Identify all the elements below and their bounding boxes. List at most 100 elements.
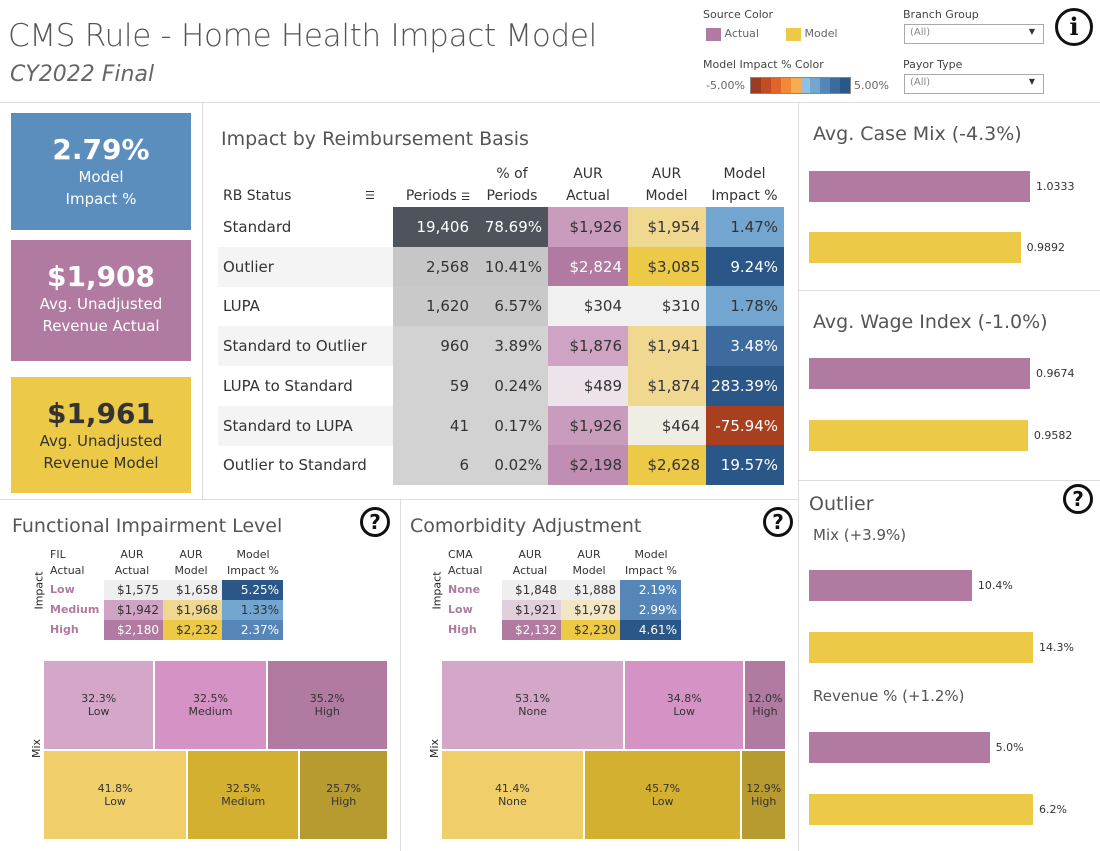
model-bar[interactable]: [809, 794, 1033, 825]
col-aur-model[interactable]: AUR Model: [628, 163, 705, 207]
value-cell: $2,180: [104, 620, 163, 640]
value-cell: 2.19%: [620, 580, 681, 600]
treemap-pct: 53.1%: [515, 692, 551, 705]
impact-cell: 9.24%: [706, 246, 784, 287]
aur_model-cell: $2,628: [628, 445, 706, 486]
aur_actual-cell: $304: [548, 286, 628, 327]
kpi-card: $1,961 Avg. Unadjusted Revenue Model: [11, 377, 191, 493]
sort-icon[interactable]: ☰: [365, 189, 375, 202]
payor-type-dropdown[interactable]: (All) ▼: [904, 74, 1044, 94]
treemap-name: High: [314, 705, 340, 718]
help-icon[interactable]: ?: [763, 507, 793, 537]
impact-cell: 283.39%: [706, 365, 784, 406]
col-label: Periods: [405, 188, 457, 204]
col-label: Model: [572, 564, 606, 577]
col-label: Impact %: [625, 564, 677, 577]
model-bar[interactable]: [809, 632, 1033, 663]
aur_model-cell: $1,874: [628, 365, 706, 406]
kpi-label: Model: [78, 168, 124, 186]
treemap-pct: 41.8%: [97, 782, 133, 795]
col-label: Actual: [512, 564, 548, 577]
treemap-name: Medium: [188, 705, 233, 718]
outlier-title: Outlier: [809, 493, 874, 515]
scale-step: [840, 78, 851, 93]
aur_model-cell: $1,941: [628, 326, 706, 367]
pct-cell: 10.41%: [475, 246, 548, 287]
legend-actual[interactable]: Actual: [706, 27, 759, 41]
actual-bar[interactable]: [809, 570, 972, 601]
treemap-cell[interactable]: 32.5% Medium: [154, 660, 267, 750]
impact-cell: 1.47%: [706, 207, 784, 247]
aur_actual-cell: $489: [548, 365, 628, 406]
rb-status-cell: LUPA: [223, 297, 260, 316]
impact-color-label: Model Impact % Color: [703, 58, 824, 71]
col-label: Model: [236, 548, 270, 561]
treemap-name: High: [752, 705, 778, 718]
divider: [400, 499, 401, 851]
value-cell: 4.61%: [620, 620, 681, 640]
info-icon[interactable]: i: [1055, 8, 1093, 46]
col-rb-status[interactable]: RB Status ☰: [223, 185, 375, 207]
periods-cell: 2,568: [393, 246, 475, 287]
treemap-cell[interactable]: 32.5% Medium: [187, 750, 300, 840]
treemap-cell[interactable]: 41.8% Low: [43, 750, 188, 840]
col-aur-actual[interactable]: AUR Actual: [549, 163, 627, 207]
payor-type-value: (All): [910, 77, 931, 88]
periods-cell: 6: [393, 445, 475, 486]
col-periods[interactable]: Periods ☰: [393, 185, 483, 209]
actual-bar[interactable]: [809, 732, 990, 763]
col-label: CMA: [448, 548, 473, 561]
treemap-cell[interactable]: 25.7% High: [299, 750, 388, 840]
help-icon[interactable]: ?: [360, 507, 390, 537]
value-cell: $2,232: [163, 620, 222, 640]
model-bar[interactable]: [809, 232, 1021, 263]
value-cell: $1,942: [104, 600, 163, 620]
col-pct-periods[interactable]: % of Periods: [476, 163, 548, 207]
help-icon[interactable]: ?: [1063, 484, 1093, 514]
treemap-cell[interactable]: 41.4% None: [441, 750, 584, 840]
actual-bar[interactable]: [809, 358, 1030, 389]
rb-status-cell: Standard: [223, 218, 292, 236]
pct-cell: 6.57%: [475, 286, 548, 327]
scale-step: [810, 78, 821, 93]
value-cell: $2,132: [502, 620, 561, 640]
periods-cell: 960: [393, 326, 475, 367]
col-header: AUR Model: [561, 547, 617, 579]
treemap-cell[interactable]: 53.1% None: [441, 660, 625, 750]
impact-cell: 3.48%: [706, 326, 784, 367]
sort-icon[interactable]: ☰: [461, 192, 471, 203]
scale-step: [760, 78, 771, 93]
legend-model[interactable]: Model: [786, 27, 838, 41]
col-model-impact[interactable]: Model Impact %: [706, 163, 783, 207]
impact-cell: -75.94%: [706, 405, 784, 446]
value-cell: $1,575: [104, 580, 163, 600]
treemap-name: High: [331, 795, 357, 808]
kpi-label: Avg. Unadjusted: [39, 295, 163, 313]
model-swatch: [786, 27, 801, 41]
divider: [202, 102, 203, 500]
treemap-cell[interactable]: 35.2% High: [266, 660, 388, 750]
col-label: Actual: [114, 564, 150, 577]
treemap-pct: 32.5%: [193, 692, 228, 705]
col-header: Model Impact %: [620, 547, 682, 579]
branch-group-dropdown[interactable]: (All) ▼: [904, 24, 1044, 44]
periods-cell: 19,406: [393, 207, 475, 247]
treemap-cell[interactable]: 12.9% High: [741, 750, 786, 840]
treemap-cell[interactable]: 32.3% Low: [43, 660, 155, 750]
value-cell: $1,921: [502, 600, 561, 620]
aur_actual-cell: $2,824: [548, 246, 628, 287]
value-cell: $1,848: [502, 580, 561, 600]
kpi-label: Revenue Actual: [42, 317, 160, 335]
treemap-cell[interactable]: 12.0% High: [744, 660, 786, 750]
divider: [798, 480, 1100, 481]
scale-min: -5.00%: [706, 79, 745, 92]
col-label: FIL: [50, 548, 66, 561]
actual-bar[interactable]: [809, 171, 1030, 202]
col-label: Model: [634, 548, 668, 561]
divider: [0, 499, 798, 500]
treemap-cell[interactable]: 34.8% Low: [624, 660, 745, 750]
treemap-name: Low: [651, 795, 674, 808]
aur_actual-cell: $1,926: [548, 207, 628, 247]
model-bar[interactable]: [809, 420, 1028, 451]
treemap-cell[interactable]: 45.7% Low: [583, 750, 742, 840]
